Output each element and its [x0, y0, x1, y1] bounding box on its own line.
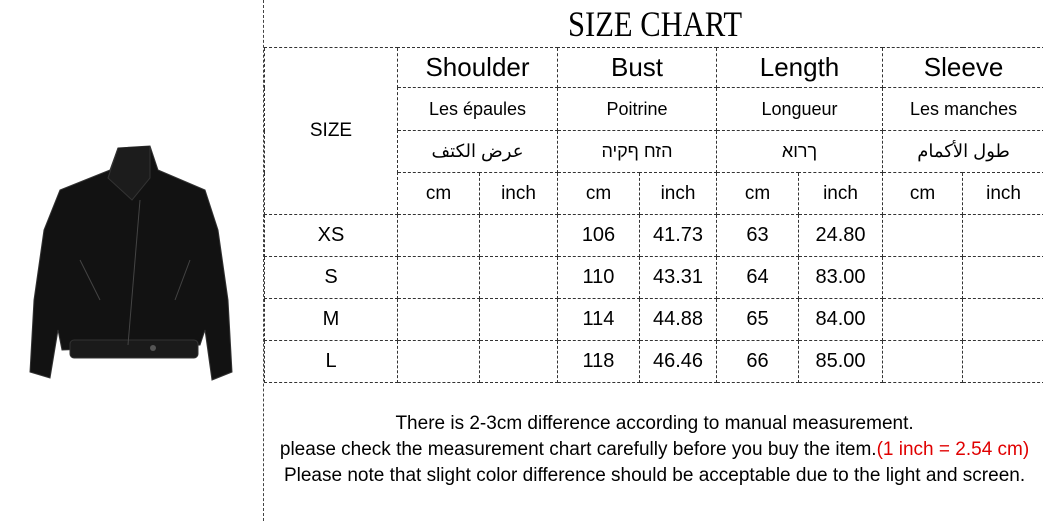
unit-cm: cm: [557, 172, 640, 215]
sleeve-header: Sleeve: [881, 47, 1043, 88]
table-row: S 110 43.31 64 83.00: [264, 256, 1043, 299]
cell-sleeve-cm: [882, 256, 963, 299]
bust-header: Bust: [557, 47, 717, 88]
cell-shoulder-in: [479, 214, 558, 257]
note-line-3: Please note that slight color difference…: [283, 465, 1026, 486]
size-chart-sheet: SIZE CHART SIZE Shoulder Bust Length Sle…: [263, 0, 1043, 521]
cell-shoulder-cm: [397, 298, 480, 341]
unit-inch: inch: [479, 172, 558, 215]
cell-bust-in: 46.46: [639, 340, 717, 383]
unit-cm: cm: [716, 172, 799, 215]
cell-shoulder-in: [479, 256, 558, 299]
cell-size: L: [264, 340, 398, 383]
cell-length-in: 84.00: [798, 298, 883, 341]
cell-bust-cm: 118: [557, 340, 640, 383]
length-header-fr: Longueur: [716, 87, 883, 131]
length-header: Length: [716, 47, 883, 88]
cell-bust-in: 41.73: [639, 214, 717, 257]
cell-length-cm: 66: [716, 340, 799, 383]
cell-bust-cm: 114: [557, 298, 640, 341]
cell-length-in: 85.00: [798, 340, 883, 383]
cell-shoulder-cm: [397, 256, 480, 299]
bust-header-fr: Poitrine: [557, 87, 717, 131]
size-chart-table: SIZE CHART SIZE Shoulder Bust Length Sle…: [264, 0, 1043, 517]
notes: There is 2-3cm difference according to m…: [264, 382, 1043, 517]
unit-inch: inch: [961, 172, 1043, 215]
sleeve-header-fr: Les manches: [881, 87, 1043, 131]
note-line-2-text: please check the measurement chart caref…: [279, 439, 877, 460]
length-header-he: ךרוא: [716, 130, 883, 173]
unit-inch: inch: [798, 172, 883, 215]
cell-length-cm: 63: [716, 214, 799, 257]
note-line-1: There is 2-3cm difference according to m…: [395, 413, 914, 434]
cell-bust-cm: 110: [557, 256, 640, 299]
cell-shoulder-cm: [397, 214, 480, 257]
table-row: M 114 44.88 65 84.00: [264, 298, 1043, 341]
table-row: XS 106 41.73 63 24.80: [264, 214, 1043, 257]
cell-sleeve-in: [961, 214, 1043, 257]
leather-jacket-image: [29, 145, 233, 381]
cell-length-in: 83.00: [798, 256, 883, 299]
cell-size: S: [264, 256, 398, 299]
conversion-note: (1 inch = 2.54 cm): [876, 439, 1030, 460]
shoulder-header-ar: عرض الكتف: [397, 130, 558, 173]
cell-sleeve-cm: [882, 214, 963, 257]
cell-length-cm: 65: [716, 298, 799, 341]
size-header: SIZE: [264, 47, 398, 215]
chart-title: SIZE CHART: [323, 0, 987, 48]
cell-bust-in: 43.31: [639, 256, 717, 299]
cell-length-cm: 64: [716, 256, 799, 299]
cell-sleeve-cm: [882, 298, 963, 341]
cell-size: XS: [264, 214, 398, 257]
cell-shoulder-cm: [397, 340, 480, 383]
cell-bust-in: 44.88: [639, 298, 717, 341]
note-line-2: please check the measurement chart caref…: [273, 437, 1037, 463]
sleeve-header-ar: طول الأكمام: [881, 130, 1043, 173]
cell-bust-cm: 106: [557, 214, 640, 257]
unit-cm: cm: [397, 172, 480, 215]
cell-shoulder-in: [479, 340, 558, 383]
cell-sleeve-in: [961, 298, 1043, 341]
shoulder-header-fr: Les épaules: [397, 87, 558, 131]
shoulder-header: Shoulder: [397, 47, 558, 88]
cell-size: M: [264, 298, 398, 341]
unit-inch: inch: [639, 172, 717, 215]
table-row: L 118 46.46 66 85.00: [264, 340, 1043, 383]
bust-header-he: הזח ףקיה: [557, 130, 717, 173]
cell-sleeve-in: [961, 256, 1043, 299]
cell-sleeve-cm: [882, 340, 963, 383]
cell-shoulder-in: [479, 298, 558, 341]
cell-sleeve-in: [961, 340, 1043, 383]
cell-length-in: 24.80: [798, 214, 883, 257]
unit-cm: cm: [882, 172, 963, 215]
